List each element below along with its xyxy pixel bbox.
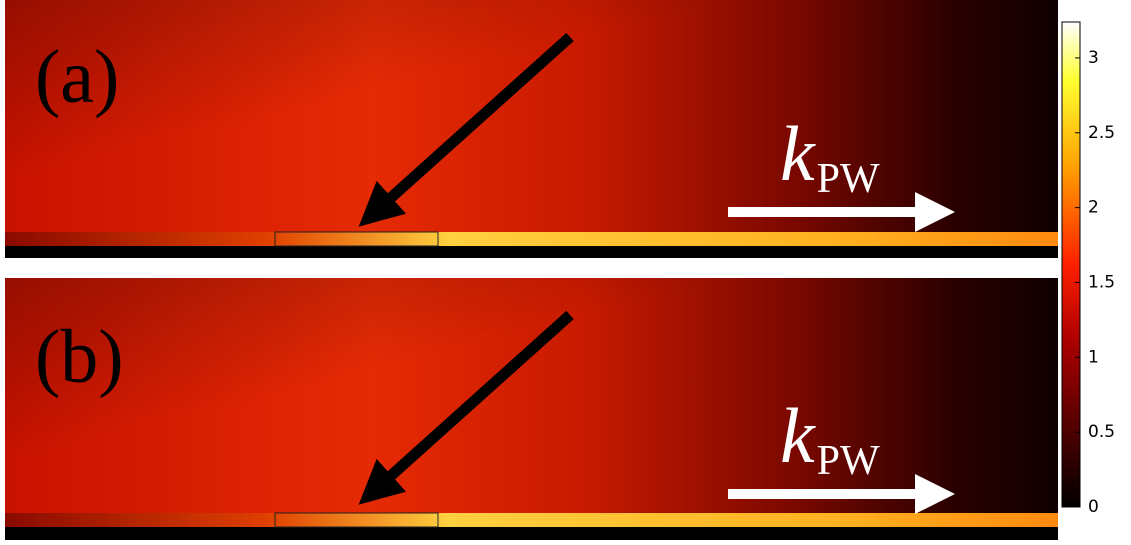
substrate [5,527,1058,540]
k-symbol: k [780,392,816,479]
panel-label: (a) [35,35,119,119]
colorbar-tick-label: 1.5 [1088,272,1115,292]
field-shade [5,0,1058,258]
colorbar-scale [1062,22,1080,507]
colorbar-tick-label: 0.5 [1088,422,1115,442]
panel-label: (b) [35,315,124,399]
colorbar-tick-label: 3 [1088,48,1099,68]
colorbar-tick-label: 0 [1088,497,1099,517]
substrate [5,246,1058,258]
k-symbol: k [780,110,816,197]
k-subscript: PW [817,156,880,202]
colorbar-tick-label: 2.5 [1088,123,1115,143]
panel-a: (a) kPW [5,0,1058,258]
colorbar-tick-label: 1 [1088,347,1099,367]
panel-b: (b) kPW [5,278,1058,540]
k-subscript: PW [817,438,880,484]
colorbar-tick-label: 2 [1088,198,1099,218]
field-shade [5,278,1058,540]
waveguide [5,513,1058,527]
figure: (a) kPW (b) kPW 00.511.522.53 [0,0,1131,545]
colorbar: 0 0.5 1 1.5 2 2.5 3 [1062,22,1115,517]
waveguide [5,232,1058,246]
